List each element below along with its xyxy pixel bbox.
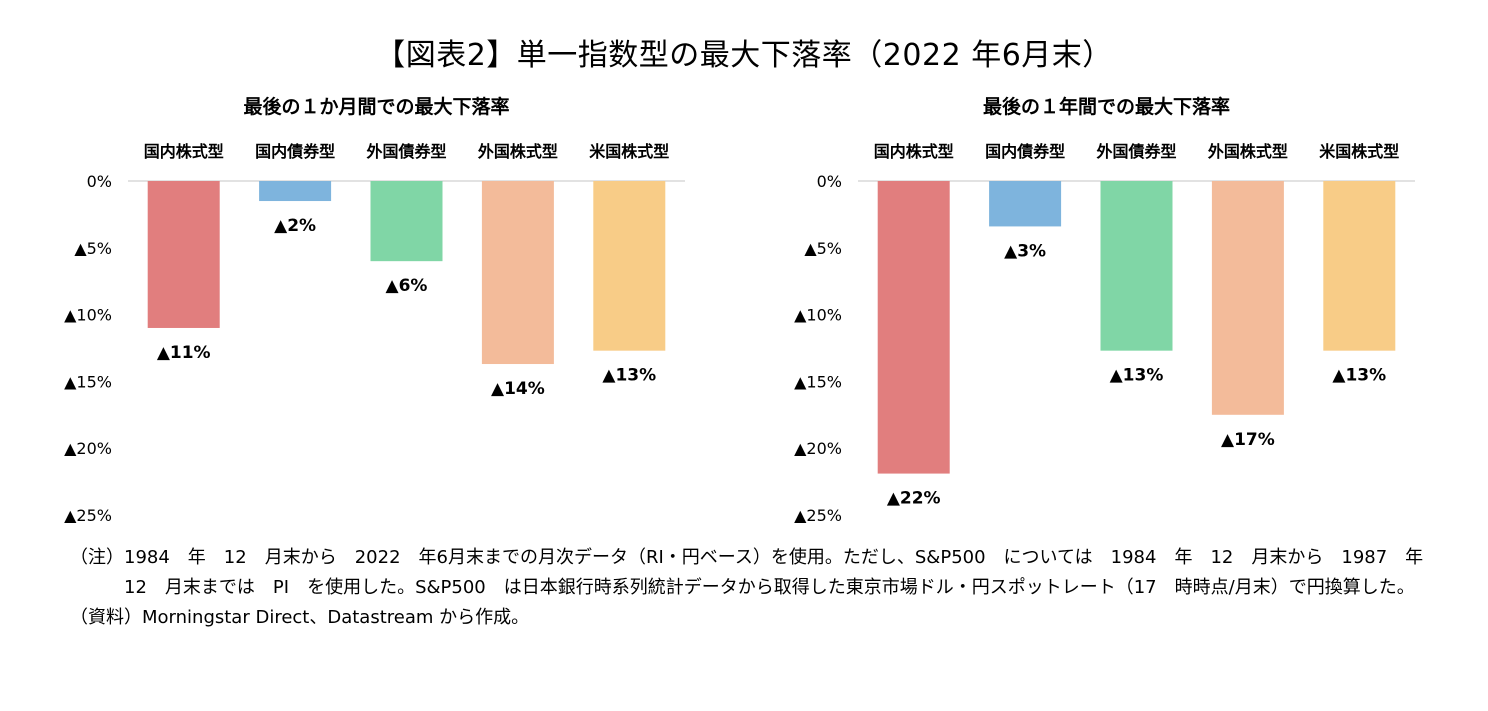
chart-last-year: 最後の１年間での最大下落率 0% ▲5% ▲10% ▲15% ▲20% ▲25% 国内株式型 ▲…	[794, 95, 1415, 525]
note-label: （注）	[70, 547, 124, 568]
page-title: 【図表2】単一指数型の最大下落率（2022 年6月末）	[375, 38, 1113, 73]
data-label: ▲2%	[274, 216, 316, 236]
data-label: ▲6%	[386, 276, 428, 296]
bar	[1323, 181, 1396, 351]
category-label: 国内債券型	[255, 142, 335, 161]
data-label: ▲14%	[491, 379, 545, 399]
data-label: ▲13%	[1332, 366, 1386, 386]
category-label: 外国株式型	[1207, 142, 1288, 161]
source-label: （資料）	[70, 607, 142, 628]
chart-panel-last-month: 最後の１か月間での最大下落率 0% ▲5% ▲10% ▲15% ▲20% ▲25% 国内株式型…	[0, 85, 700, 545]
bar	[877, 181, 950, 474]
source-text: Morningstar Direct、Datastream から作成。	[142, 607, 530, 628]
category-label: 国内株式型	[144, 142, 224, 161]
bar	[259, 181, 332, 202]
chart-title: 最後の１年間での最大下落率	[983, 95, 1230, 118]
footnotes: （注） 1984 年 12 月末から 2022 年6月末までの月次データ（RI・…	[70, 543, 1450, 633]
data-label: ▲13%	[1110, 366, 1164, 386]
y-tick-label: ▲5%	[74, 239, 112, 258]
y-tick-label: 0%	[87, 172, 112, 191]
y-tick-label: ▲10%	[64, 306, 112, 325]
y-tick-label: ▲15%	[794, 372, 842, 391]
data-label: ▲13%	[602, 366, 656, 386]
data-label: ▲22%	[887, 489, 941, 509]
bar	[593, 181, 666, 351]
source-row: （資料） Morningstar Direct、Datastream から作成。	[70, 603, 1450, 633]
bar	[1100, 181, 1173, 351]
category-label: 国内債券型	[985, 142, 1065, 161]
y-tick-label: ▲20%	[64, 439, 112, 458]
y-tick-label: ▲25%	[64, 506, 112, 525]
bar	[1211, 181, 1284, 415]
bar	[370, 181, 443, 262]
y-tick-label: ▲20%	[794, 439, 842, 458]
category-label: 国内株式型	[874, 142, 954, 161]
category-label: 米国株式型	[589, 142, 669, 161]
chart-panel-last-year: 最後の１年間での最大下落率 0% ▲5% ▲10% ▲15% ▲20% ▲25% 国内株式型 ▲…	[730, 85, 1430, 545]
data-label: ▲11%	[157, 343, 211, 363]
note-text: 1984 年 12 月末から 2022 年6月末までの月次データ（RI・円ベース…	[124, 547, 1442, 598]
chart-title: 最後の１か月間での最大下落率	[243, 95, 509, 118]
note-row: （注） 1984 年 12 月末から 2022 年6月末までの月次データ（RI・…	[70, 543, 1450, 603]
y-tick-label: 0%	[817, 172, 842, 191]
data-label: ▲3%	[1004, 241, 1046, 261]
category-label: 外国債券型	[1095, 142, 1176, 161]
category-label: 外国株式型	[477, 142, 558, 161]
data-label: ▲17%	[1221, 430, 1275, 450]
category-label: 米国株式型	[1319, 142, 1399, 161]
y-tick-label: ▲15%	[64, 372, 112, 391]
y-tick-label: ▲25%	[794, 506, 842, 525]
bar	[481, 181, 554, 365]
y-tick-label: ▲10%	[794, 306, 842, 325]
y-tick-label: ▲5%	[804, 239, 842, 258]
bar	[147, 181, 220, 328]
chart-last-month: 最後の１か月間での最大下落率 0% ▲5% ▲10% ▲15% ▲20% ▲25% 国内株式型…	[64, 95, 685, 525]
category-label: 外国債券型	[365, 142, 446, 161]
bar	[989, 181, 1062, 227]
